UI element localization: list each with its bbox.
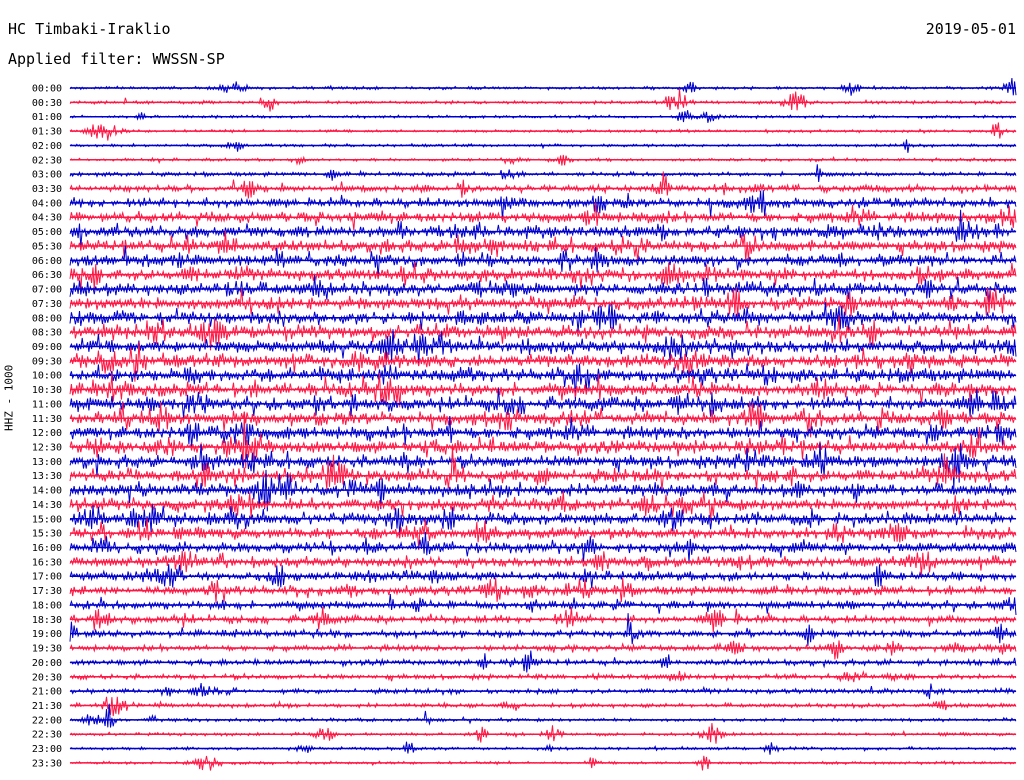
row-time-label: 03:30: [32, 184, 62, 195]
seismic-trace-row: [69, 650, 1017, 673]
row-time-label: 07:30: [32, 299, 62, 310]
row-time-label: 06:30: [32, 270, 62, 281]
seismic-trace-row: [69, 77, 1017, 96]
row-time-label: 11:00: [32, 399, 62, 410]
row-time-label: 21:30: [32, 701, 62, 712]
seismic-trace-row: [69, 696, 1017, 717]
row-time-label: 15:00: [32, 514, 62, 525]
seismic-trace-row: [69, 164, 1017, 182]
seismic-trace-row: [69, 171, 1017, 199]
row-time-label: 13:30: [32, 471, 62, 482]
row-time-label: 09:00: [32, 342, 62, 353]
row-time-label: 23:30: [32, 758, 62, 769]
row-time-label: 23:00: [32, 744, 62, 755]
row-time-label: 00:30: [32, 98, 62, 109]
row-time-label: 07:00: [32, 285, 62, 296]
seismic-trace-row: [69, 723, 1017, 744]
row-time-label: 14:30: [32, 500, 62, 511]
seismic-trace-row: [69, 230, 1017, 263]
row-time-label: 10:00: [32, 371, 62, 382]
row-time-label: 18:30: [32, 615, 62, 626]
row-time-label: 15:30: [32, 529, 62, 540]
row-time-label: 02:00: [32, 141, 62, 152]
seismic-trace-row: [69, 88, 1017, 112]
row-time-label: 17:30: [32, 586, 62, 597]
row-time-label: 21:00: [32, 687, 62, 698]
row-time-label: 17:00: [32, 572, 62, 583]
seismic-trace-row: [69, 564, 1017, 589]
row-time-label: 04:00: [32, 198, 62, 209]
seismic-trace-row: [69, 703, 1017, 728]
seismic-trace-row: [69, 245, 1017, 279]
station-title: HC Timbaki-Iraklio: [8, 20, 171, 38]
row-time-label: 06:00: [32, 256, 62, 267]
seismic-trace-row: [69, 683, 1017, 700]
row-time-label: 14:00: [32, 486, 62, 497]
record-date: 2019-05-01: [925, 20, 1016, 38]
row-time-label: 20:30: [32, 672, 62, 683]
row-time-label: 05:00: [32, 227, 62, 238]
row-time-label: 10:30: [32, 385, 62, 396]
seismic-trace-row: [69, 363, 1017, 402]
row-time-label: 16:00: [32, 543, 62, 554]
seismic-trace-row: [69, 640, 1017, 660]
seismic-trace-row: [69, 442, 1017, 489]
row-time-label: 22:30: [32, 730, 62, 741]
filter-label: Applied filter: WWSSN-SP: [8, 50, 225, 68]
seismic-trace-row: [69, 415, 1017, 448]
row-time-label: 13:00: [32, 457, 62, 468]
row-time-label: 20:00: [32, 658, 62, 669]
seismic-trace-row: [69, 190, 1017, 222]
row-time-label: 19:30: [32, 644, 62, 655]
row-time-label: 19:00: [32, 629, 62, 640]
row-time-label: 12:00: [32, 428, 62, 439]
row-time-label: 04:30: [32, 213, 62, 224]
row-time-label: 08:00: [32, 313, 62, 324]
seismic-trace-row: [69, 274, 1017, 303]
row-time-label: 16:30: [32, 557, 62, 568]
row-time-label: 12:30: [32, 443, 62, 454]
row-time-label: 03:00: [32, 170, 62, 181]
row-time-label: 22:00: [32, 715, 62, 726]
row-time-label: 00:00: [32, 84, 62, 95]
row-time-label: 11:30: [32, 414, 62, 425]
row-time-label: 01:00: [32, 112, 62, 123]
row-time-label: 01:30: [32, 127, 62, 138]
row-time-label: 08:30: [32, 328, 62, 339]
row-time-label: 02:30: [32, 155, 62, 166]
seismic-trace-row: [69, 209, 1017, 248]
row-time-label: 05:30: [32, 241, 62, 252]
row-time-label: 18:00: [32, 600, 62, 611]
seismic-trace-row: [69, 550, 1017, 576]
row-time-label: 09:30: [32, 356, 62, 367]
seismic-trace-row: [69, 445, 1017, 491]
